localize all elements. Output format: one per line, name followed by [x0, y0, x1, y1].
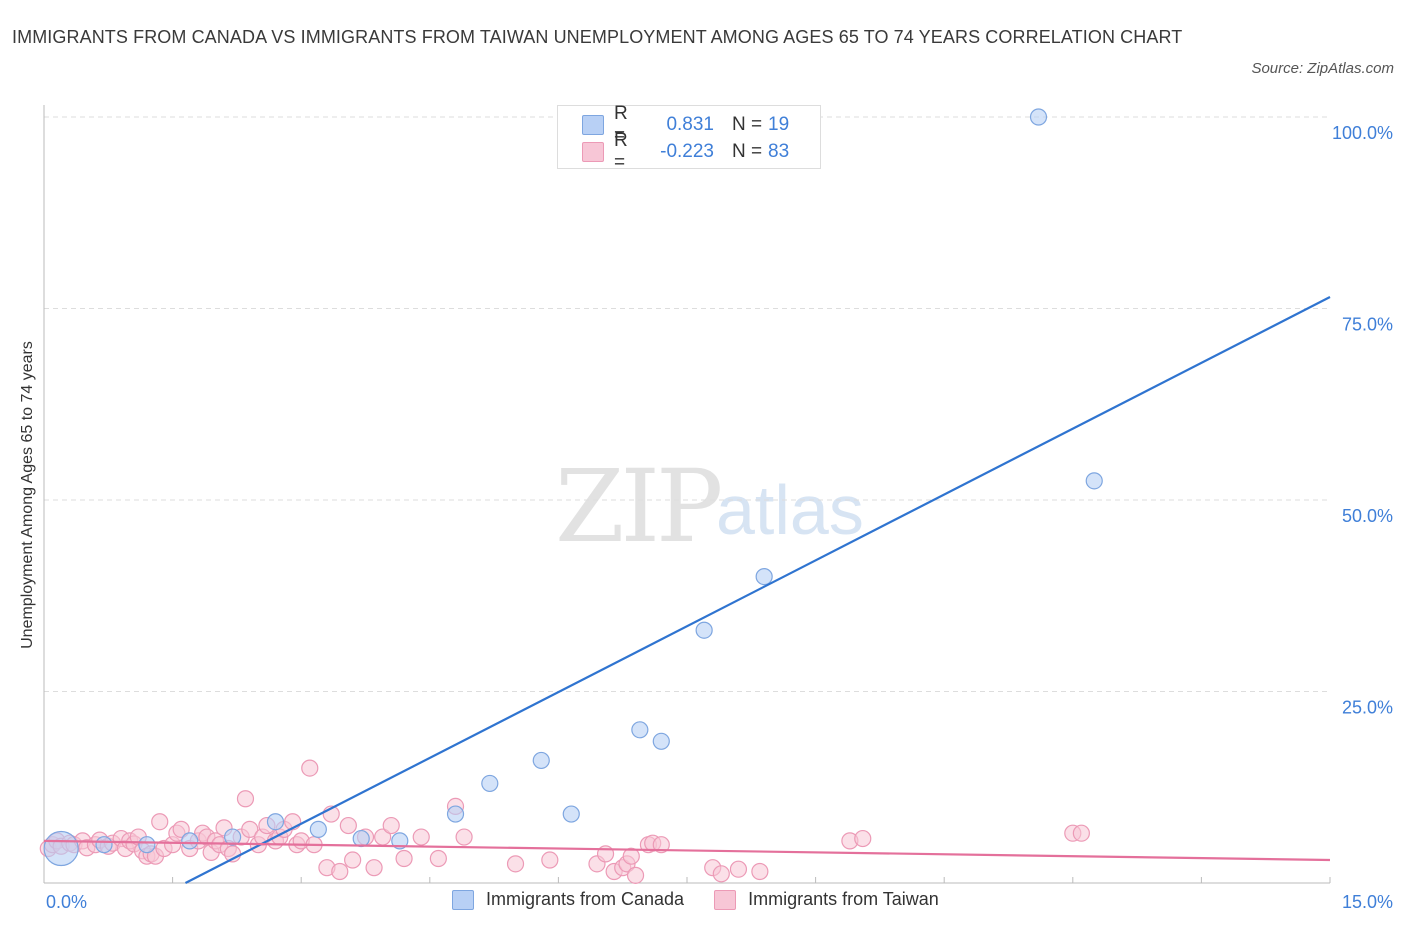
canada-points [43, 108, 1103, 867]
taiwan-point [626, 866, 645, 884]
y-tick-label-25: 25.0% [1342, 698, 1393, 718]
taiwan-r-label: R = [614, 130, 628, 173]
canada-point [138, 836, 156, 854]
canada-point [446, 805, 465, 823]
taiwan-point [854, 829, 872, 848]
canada-point [391, 832, 409, 850]
canada-point [652, 732, 670, 750]
canada-point [1085, 472, 1103, 490]
taiwan-point [395, 849, 413, 868]
canada-swatch [582, 115, 604, 135]
y-tick-label-75: 75.0% [1342, 315, 1393, 335]
tick-labels: 25.0% 50.0% 75.0% 100.0% 0.0% 15.0% [46, 123, 1393, 912]
taiwan-points [39, 759, 1090, 884]
legend-item-taiwan[interactable]: Immigrants from Taiwan [714, 889, 939, 910]
x-tick-label-max: 15.0% [1342, 892, 1393, 912]
taiwan-n-value: 83 [768, 141, 790, 162]
canada-point [43, 830, 79, 867]
canada-point [562, 805, 580, 823]
correlation-legend: R = 0.831 N = 19 R = -0.223 N = 83 [557, 103, 821, 173]
canada-n-label: N = [732, 114, 763, 135]
taiwan-legend-swatch [714, 889, 737, 910]
canada-point [309, 820, 327, 838]
canada-point [755, 567, 773, 586]
watermark-atlas: atlas [716, 471, 864, 549]
taiwan-point [236, 790, 255, 808]
grid-lines [44, 116, 1330, 692]
taiwan-n-label: N = [732, 141, 763, 162]
canada-point [1029, 108, 1048, 126]
taiwan-point [729, 860, 748, 878]
canada-point [266, 813, 285, 831]
canada-r-label: R = [614, 103, 628, 146]
legend-row-taiwan: R = -0.223 N = 83 [582, 130, 790, 173]
x-tick-label-min: 0.0% [46, 892, 87, 912]
taiwan-point [429, 849, 447, 868]
taiwan-swatch [582, 142, 604, 162]
taiwan-point [652, 836, 670, 854]
chart-title: IMMIGRANTS FROM CANADA VS IMMIGRANTS FRO… [12, 27, 1183, 47]
y-tick-label-100: 100.0% [1332, 123, 1393, 143]
canada-point [532, 751, 550, 770]
taiwan-point [172, 820, 190, 838]
y-tick-label-50: 50.0% [1342, 506, 1393, 526]
series-legend: Immigrants from Canada Immigrants from T… [452, 889, 969, 910]
canada-point [95, 836, 113, 854]
y-axis-label: Unemployment Among Ages 65 to 74 years [19, 341, 36, 649]
legend-row-canada: R = 0.831 N = 19 [582, 103, 790, 146]
canada-legend-label: Immigrants from Canada [486, 889, 685, 909]
taiwan-point [339, 816, 357, 835]
taiwan-point [541, 851, 559, 869]
watermark-zip: ZIP [555, 448, 723, 565]
taiwan-point [344, 851, 362, 869]
taiwan-point [382, 816, 400, 835]
taiwan-point [412, 828, 430, 846]
canada-point [352, 829, 370, 848]
taiwan-legend-label: Immigrants from Taiwan [748, 889, 939, 909]
taiwan-point [712, 865, 730, 883]
taiwan-point [506, 855, 525, 873]
taiwan-point [751, 862, 769, 881]
legend-item-canada[interactable]: Immigrants from Canada [452, 889, 684, 910]
axes [43, 105, 1331, 884]
canada-n-value: 19 [768, 114, 790, 135]
canada-point [695, 621, 713, 639]
canada-trend-line [184, 296, 1331, 884]
taiwan-point [1072, 824, 1090, 842]
taiwan-point [331, 862, 349, 881]
canada-point [181, 832, 199, 850]
taiwan-point [151, 813, 169, 831]
canada-point [631, 721, 649, 739]
taiwan-point [622, 847, 640, 865]
canada-r-value: 0.831 [666, 114, 714, 135]
taiwan-r-value: -0.223 [660, 141, 714, 162]
canada-point [481, 774, 499, 793]
trend-lines [43, 296, 1331, 884]
taiwan-point [241, 820, 259, 838]
taiwan-point [301, 759, 319, 777]
canada-point [224, 828, 242, 846]
taiwan-point [455, 828, 473, 846]
taiwan-point [365, 859, 383, 877]
source-label: Source: ZipAtlas.com [1251, 60, 1394, 77]
taiwan-trend-line [43, 839, 1331, 862]
canada-legend-swatch [452, 889, 474, 910]
